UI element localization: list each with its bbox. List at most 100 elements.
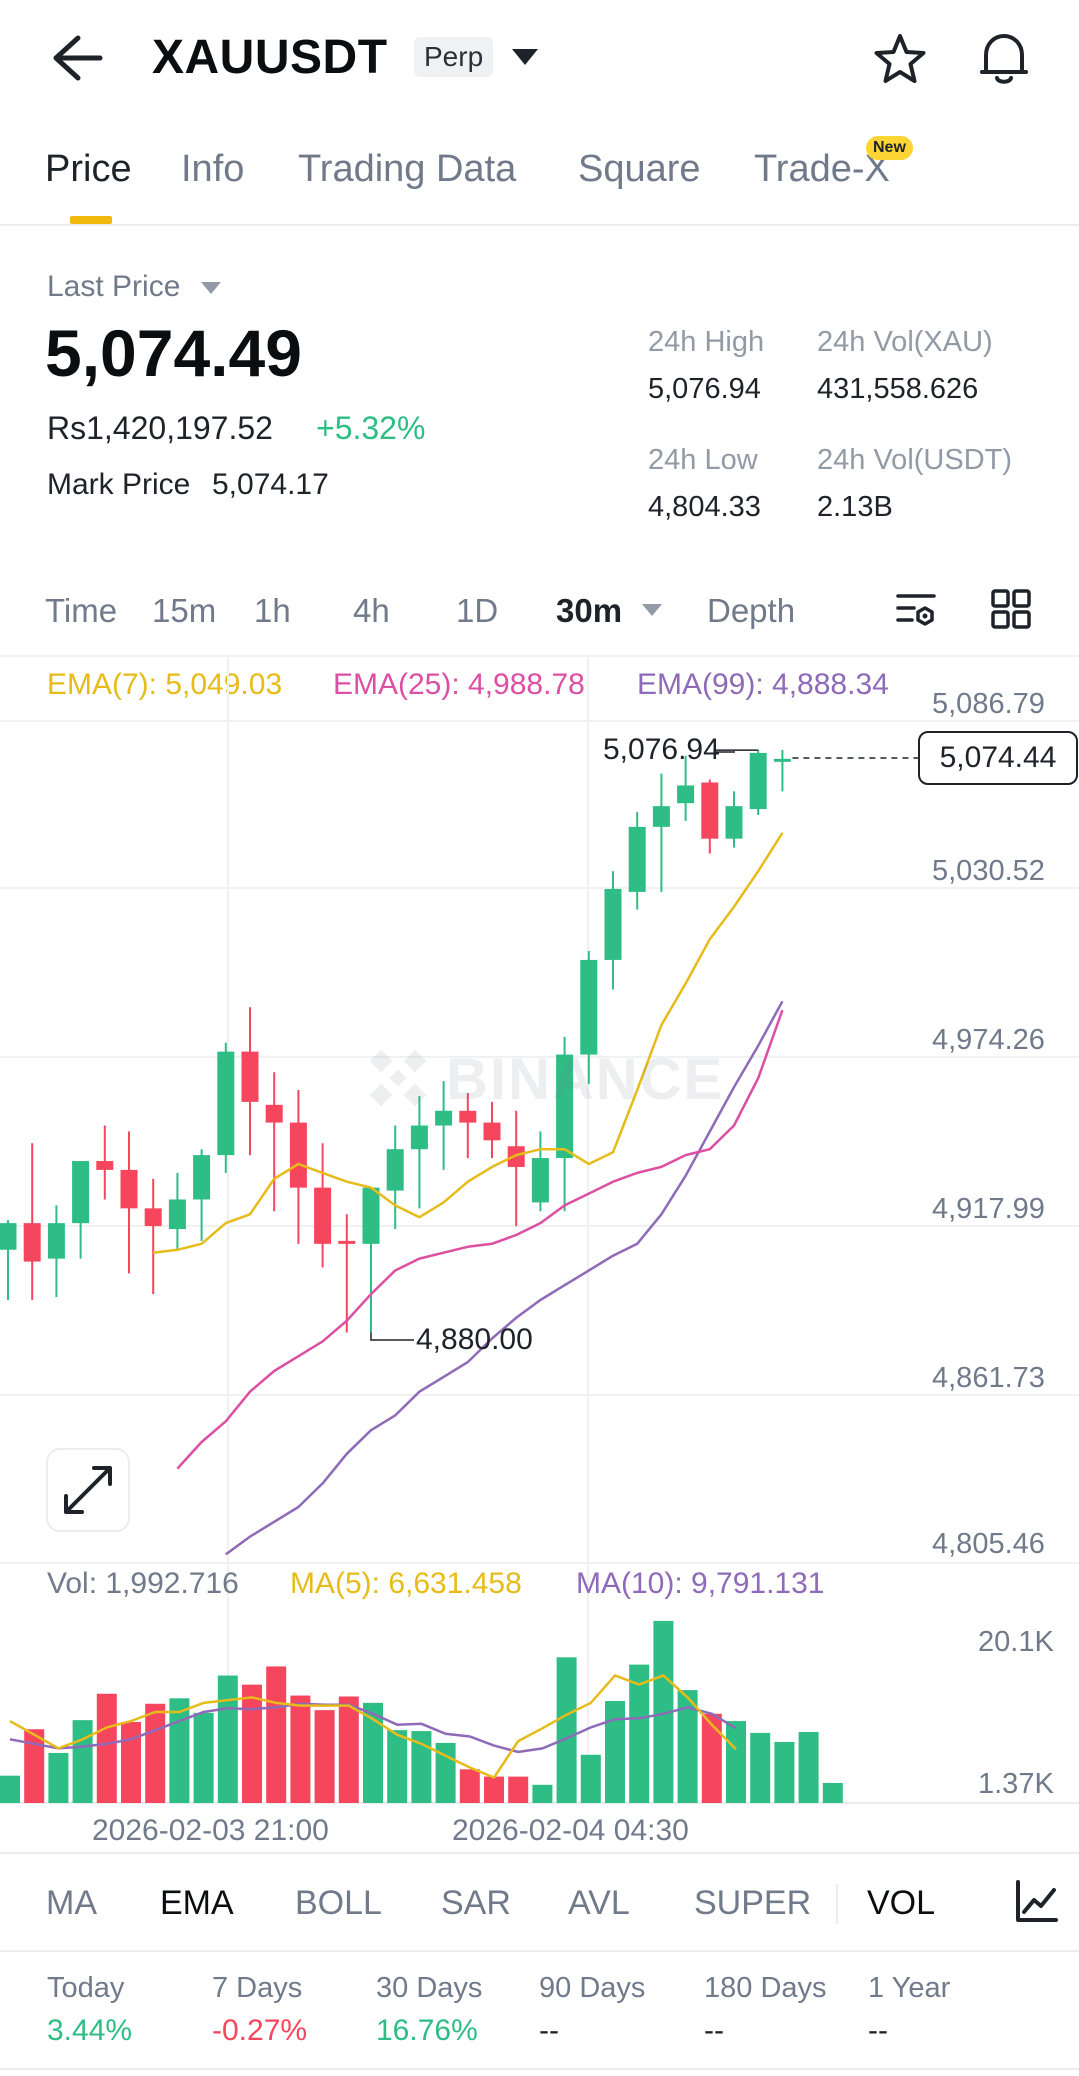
candle-body: [193, 1155, 211, 1200]
interval-1h[interactable]: 1h: [254, 592, 291, 629]
indicator-super[interactable]: SUPER: [694, 1884, 812, 1922]
tab-price[interactable]: Price: [45, 148, 132, 190]
time-axis-label: 2026-02-03 21:00: [92, 1814, 329, 1847]
interval-30m[interactable]: 30m: [556, 592, 623, 629]
volume-bar: [363, 1702, 383, 1803]
chevron-down-icon[interactable]: [641, 603, 663, 617]
candle-body: [652, 806, 670, 827]
indicator-bar: MA EMA BOLL SAR AVL SUPER VOL: [0, 1852, 1079, 1952]
interval-4h[interactable]: 4h: [353, 592, 390, 629]
volume-ma-lines: [9, 1674, 737, 1780]
volume-bar: [605, 1701, 625, 1803]
price-axis-label: 5,030.52: [932, 855, 1045, 887]
last-price-label[interactable]: Last Price: [47, 270, 181, 303]
divider: [0, 655, 1079, 657]
volume-bar: [411, 1731, 432, 1803]
price-change-percent: +5.32%: [316, 410, 426, 446]
volume-bar: [653, 1620, 674, 1803]
candle-body: [168, 1199, 186, 1230]
volume-bars: [0, 1620, 843, 1803]
high-marker-label: 5,076.94: [603, 733, 720, 766]
tab-trading-data[interactable]: Trading Data: [298, 148, 517, 190]
chart-settings-icon[interactable]: [894, 588, 938, 632]
volume-bar: [193, 1712, 214, 1803]
interval-15m[interactable]: 15m: [152, 592, 217, 629]
perf-7d-label: 7 Days: [212, 1972, 303, 2004]
perf-30d-label: 30 Days: [376, 1972, 483, 2004]
back-arrow-icon[interactable]: [44, 30, 104, 86]
perf-1y-label: 1 Year: [868, 1972, 951, 2004]
candle-body: [677, 785, 695, 804]
new-badge: New: [866, 136, 913, 160]
volume-bar: [169, 1698, 190, 1803]
indicator-avl[interactable]: AVL: [568, 1884, 630, 1922]
volume-bar: [532, 1784, 553, 1803]
watermark-text: BINANCE: [446, 1047, 725, 1112]
tab-bar: Price Info Trading Data Square Trade-X: [0, 140, 1079, 226]
volume-bar: [701, 1713, 722, 1803]
candle-body: [338, 1240, 356, 1244]
tab-trade-x[interactable]: Trade-X: [754, 148, 890, 190]
candle-body: [435, 1110, 453, 1126]
volume-legend: Vol: 1,992.716: [47, 1567, 239, 1600]
volume-bar: [629, 1664, 650, 1803]
volume-bar: [48, 1752, 69, 1803]
perf-1y-value: --: [868, 2014, 888, 2047]
indicator-vol[interactable]: VOL: [867, 1884, 936, 1922]
star-icon[interactable]: [872, 32, 928, 86]
indicator-ema[interactable]: EMA: [160, 1884, 234, 1922]
price-axis-label: 4,805.46: [932, 1528, 1045, 1560]
volume-bar: [774, 1742, 795, 1803]
volume-bar: [96, 1693, 117, 1803]
candle-body: [556, 1054, 574, 1159]
volume-bar: [726, 1721, 746, 1803]
chevron-down-icon[interactable]: [510, 46, 540, 68]
perf-180d-value: --: [704, 2014, 724, 2047]
indicator-sar[interactable]: SAR: [441, 1884, 511, 1922]
volume-bar: [338, 1696, 359, 1803]
vol-ma5-line: [9, 1674, 737, 1780]
tab-square[interactable]: Square: [578, 148, 701, 190]
ema-lines: [153, 832, 784, 1556]
volume-bar: [290, 1695, 311, 1803]
vol-usdt-label: 24h Vol(USDT): [817, 444, 1013, 476]
bell-icon[interactable]: [976, 28, 1032, 88]
low-marker-line: [370, 1332, 414, 1341]
indicator-ma[interactable]: MA: [46, 1884, 97, 1922]
volume-bar: [580, 1754, 601, 1803]
grid-icon[interactable]: [990, 588, 1032, 630]
volume-bar: [242, 1684, 262, 1803]
interval-1d[interactable]: 1D: [456, 592, 499, 629]
candle-body: [47, 1223, 65, 1259]
perf-7d-value: -0.27%: [212, 2014, 308, 2047]
volume-bar: [508, 1776, 529, 1803]
candle-body: [386, 1149, 404, 1191]
perf-30d-value: 16.76%: [376, 2014, 478, 2047]
vol-xau-label: 24h Vol(XAU): [817, 326, 993, 358]
volume-bar: [314, 1710, 335, 1803]
volume-bar: [121, 1721, 141, 1803]
symbol-title[interactable]: XAUUSDT: [152, 31, 388, 84]
expand-chart-button[interactable]: [46, 1448, 130, 1532]
candle-body: [773, 758, 791, 762]
candle-body: [23, 1223, 41, 1262]
local-currency-price: Rs1,420,197.52: [47, 410, 273, 446]
vol-xau-value: 431,558.626: [817, 373, 979, 405]
interval-time[interactable]: Time: [45, 592, 118, 629]
vol-ma5-legend: MA(5): 6,631.458: [290, 1567, 522, 1600]
price-axis-label: 4,917.99: [932, 1193, 1045, 1225]
chart-draw-icon[interactable]: [1010, 1876, 1062, 1928]
tab-info[interactable]: Info: [181, 148, 245, 190]
candle-body: [725, 806, 743, 839]
header: XAUUSDT Perp: [0, 0, 1079, 115]
volume-bar: [750, 1732, 771, 1803]
price-chart[interactable]: [0, 0, 1079, 1850]
current-price-tag: 5,074.44: [918, 731, 1078, 785]
binance-watermark: BINANCE: [360, 1040, 722, 1120]
candle-body: [362, 1187, 380, 1244]
chevron-down-icon[interactable]: [200, 281, 222, 295]
candle-body: [604, 888, 622, 960]
interval-depth[interactable]: Depth: [707, 592, 796, 629]
candle-body: [120, 1169, 138, 1209]
indicator-boll[interactable]: BOLL: [295, 1884, 382, 1922]
